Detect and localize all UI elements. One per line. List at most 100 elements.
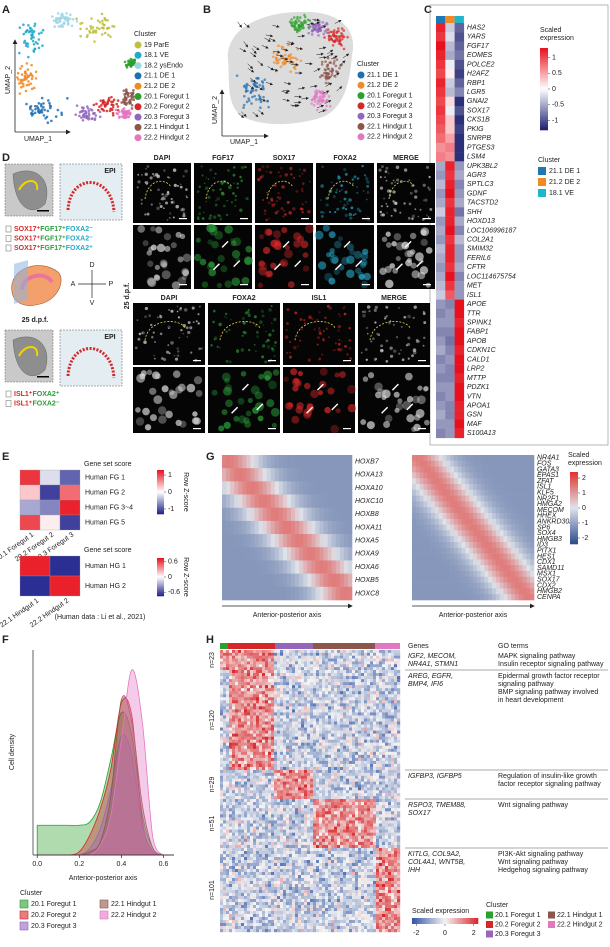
- colorbar-slice: [540, 66, 548, 69]
- colorbar-slice: [157, 581, 164, 583]
- nucleus: [337, 325, 341, 329]
- heatmap-shade: [499, 571, 504, 578]
- heatmap-shade: [419, 513, 424, 520]
- heatmap-cell: [436, 161, 446, 171]
- heatmap-cell: [445, 235, 455, 245]
- heatmap-noise: [229, 661, 233, 665]
- heatmap-shade: [438, 524, 443, 531]
- nucleus: [230, 240, 237, 247]
- heatmap-cell: [436, 23, 446, 33]
- heatmap-shade: [319, 455, 324, 469]
- heatmap-shade: [438, 466, 443, 473]
- heatmap-shade: [511, 553, 516, 560]
- heatmap-noise: [334, 673, 338, 677]
- heatmap-noise: [289, 661, 293, 665]
- heatmap-shade: [423, 542, 428, 549]
- heatmap-noise: [361, 670, 365, 674]
- heatmap-noise: [238, 694, 242, 698]
- heatmap-shade: [412, 489, 417, 496]
- nucleus: [152, 371, 160, 380]
- heatmap-shade: [503, 489, 508, 496]
- heatmap-noise: [367, 661, 371, 665]
- heatmap-shade: [461, 524, 466, 531]
- heatmap-noise: [220, 685, 224, 689]
- heatmap-shade: [522, 565, 527, 572]
- heatmap-cell: [454, 87, 465, 97]
- heatmap-noise: [256, 718, 260, 722]
- heatmap-noise: [286, 697, 290, 701]
- heatmap-shade: [242, 560, 247, 574]
- heatmap-shade: [507, 582, 512, 589]
- heatmap-shade: [442, 460, 447, 467]
- heatmap-noise: [334, 661, 338, 665]
- heatmap-cell: [445, 59, 455, 70]
- heatmap-noise: [220, 664, 224, 668]
- heatmap-noise: [319, 694, 323, 698]
- heatmap-noise: [325, 697, 329, 701]
- heatmap-noise: [253, 670, 257, 674]
- nucleus: [395, 165, 400, 170]
- heatmap-noise: [244, 703, 248, 707]
- heatmap-shade: [246, 520, 251, 535]
- heatmap-noise: [379, 715, 383, 719]
- nucleus: [198, 185, 201, 189]
- heatmap-noise: [220, 673, 224, 677]
- heatmap-shade: [315, 455, 320, 469]
- heatmap-noise: [295, 652, 299, 656]
- heatmap-cell: [454, 225, 465, 236]
- heatmap-noise: [373, 661, 377, 665]
- heatmap-noise: [322, 682, 326, 686]
- heatmap-noise: [352, 697, 356, 701]
- heatmap-noise: [289, 655, 293, 659]
- heatmap-shade: [427, 576, 432, 583]
- heatmap-noise: [340, 709, 344, 713]
- heatmap-shade: [242, 481, 247, 495]
- heatmap-shade: [250, 481, 255, 495]
- gene-label: HOXA6: [355, 564, 379, 571]
- heatmap-shade: [434, 472, 439, 479]
- velocity-stream: [282, 98, 290, 102]
- cell-dot: [91, 26, 95, 29]
- heatmap-shade: [282, 534, 288, 548]
- heatmap-shade: [457, 460, 462, 467]
- nucleus: [172, 216, 175, 219]
- nucleus: [398, 307, 400, 309]
- colorbar-slice: [157, 585, 164, 587]
- heatmap-noise: [265, 715, 269, 719]
- nucleus: [286, 308, 290, 312]
- heatmap-noise: [241, 709, 245, 713]
- heatmap-shade: [434, 455, 439, 462]
- heatmap-noise: [286, 685, 290, 689]
- heatmap-noise: [364, 679, 368, 683]
- heatmap-shade: [484, 460, 489, 467]
- heatmap-noise: [265, 685, 269, 689]
- colorbar-slice: [157, 573, 164, 575]
- heatmap-noise: [244, 694, 248, 698]
- heatmap-shade: [473, 576, 478, 583]
- nucleus: [330, 424, 339, 434]
- heatmap-shade: [522, 571, 527, 578]
- nucleus: [266, 338, 270, 342]
- heatmap-shade: [457, 536, 462, 543]
- gene-label: CDKN1C: [467, 347, 497, 354]
- cell-dot: [313, 100, 317, 103]
- heatmap-noise: [292, 676, 296, 680]
- heatmap-noise: [343, 670, 347, 674]
- heatmap-shade: [488, 547, 493, 554]
- heatmap-shade: [511, 576, 516, 583]
- heatmap-shade: [319, 560, 324, 574]
- heatmap-noise: [238, 650, 242, 654]
- nucleus: [322, 330, 325, 333]
- nucleus: [424, 198, 428, 202]
- cluster-bar: [220, 643, 228, 649]
- heatmap-shade: [499, 559, 504, 566]
- nucleus: [405, 372, 413, 381]
- nucleus: [243, 256, 253, 265]
- source-note: (Human data : Li et al., 2021): [55, 614, 146, 621]
- nucleus: [294, 311, 298, 315]
- heatmap-shade: [469, 507, 474, 514]
- nucleus: [234, 198, 237, 202]
- nucleus: [192, 321, 195, 324]
- heatmap-shade: [311, 455, 316, 469]
- heatmap-shade: [453, 571, 459, 578]
